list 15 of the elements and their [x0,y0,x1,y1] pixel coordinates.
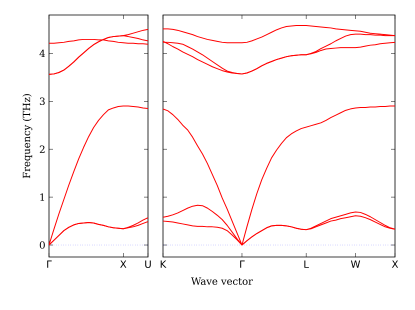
x-tick-label: X [392,260,398,268]
y-tick-label: 1 [40,193,44,201]
x-tick-label: Γ [240,260,245,268]
y-tick-label: 4 [39,50,45,58]
y-tick-label: 2 [40,145,44,153]
x-tick-label: K [160,260,166,268]
x-tick-label: W [350,260,360,268]
x-tick-label: U [145,260,151,268]
y-tick-label: 0 [40,241,45,249]
x-tick-label: Γ [47,260,52,268]
x-axis-title: Wave vector [191,278,253,285]
y-axis-title: Frequency (THz) [22,94,32,178]
x-tick-label: L [304,260,309,268]
y-tick-label: 3 [40,97,45,106]
x-tick-label: X [120,260,126,268]
